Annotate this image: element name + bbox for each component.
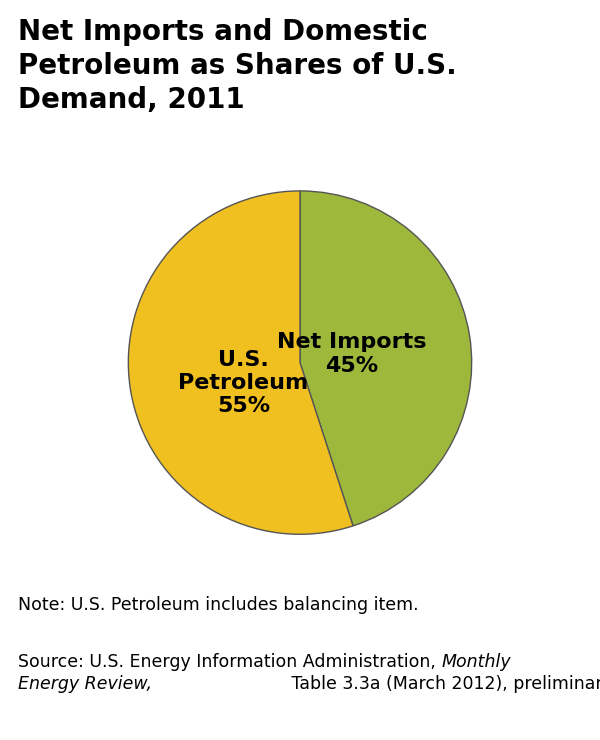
Text: Table 3.3a (March 2012), preliminary data.: Table 3.3a (March 2012), preliminary dat… [286, 675, 600, 693]
Wedge shape [128, 191, 353, 534]
Text: Note: U.S. Petroleum includes balancing item.: Note: U.S. Petroleum includes balancing … [18, 596, 419, 613]
Text: Net Imports and Domestic
Petroleum as Shares of U.S.
Demand, 2011: Net Imports and Domestic Petroleum as Sh… [18, 18, 457, 113]
Text: Monthly: Monthly [442, 653, 511, 670]
Text: U.S.
Petroleum
55%: U.S. Petroleum 55% [178, 350, 308, 417]
Text: Net Imports
45%: Net Imports 45% [277, 332, 426, 376]
Text: Energy Review,: Energy Review, [18, 675, 152, 693]
Text: Source: U.S. Energy Information Administration,: Source: U.S. Energy Information Administ… [18, 653, 442, 670]
Wedge shape [300, 191, 472, 526]
